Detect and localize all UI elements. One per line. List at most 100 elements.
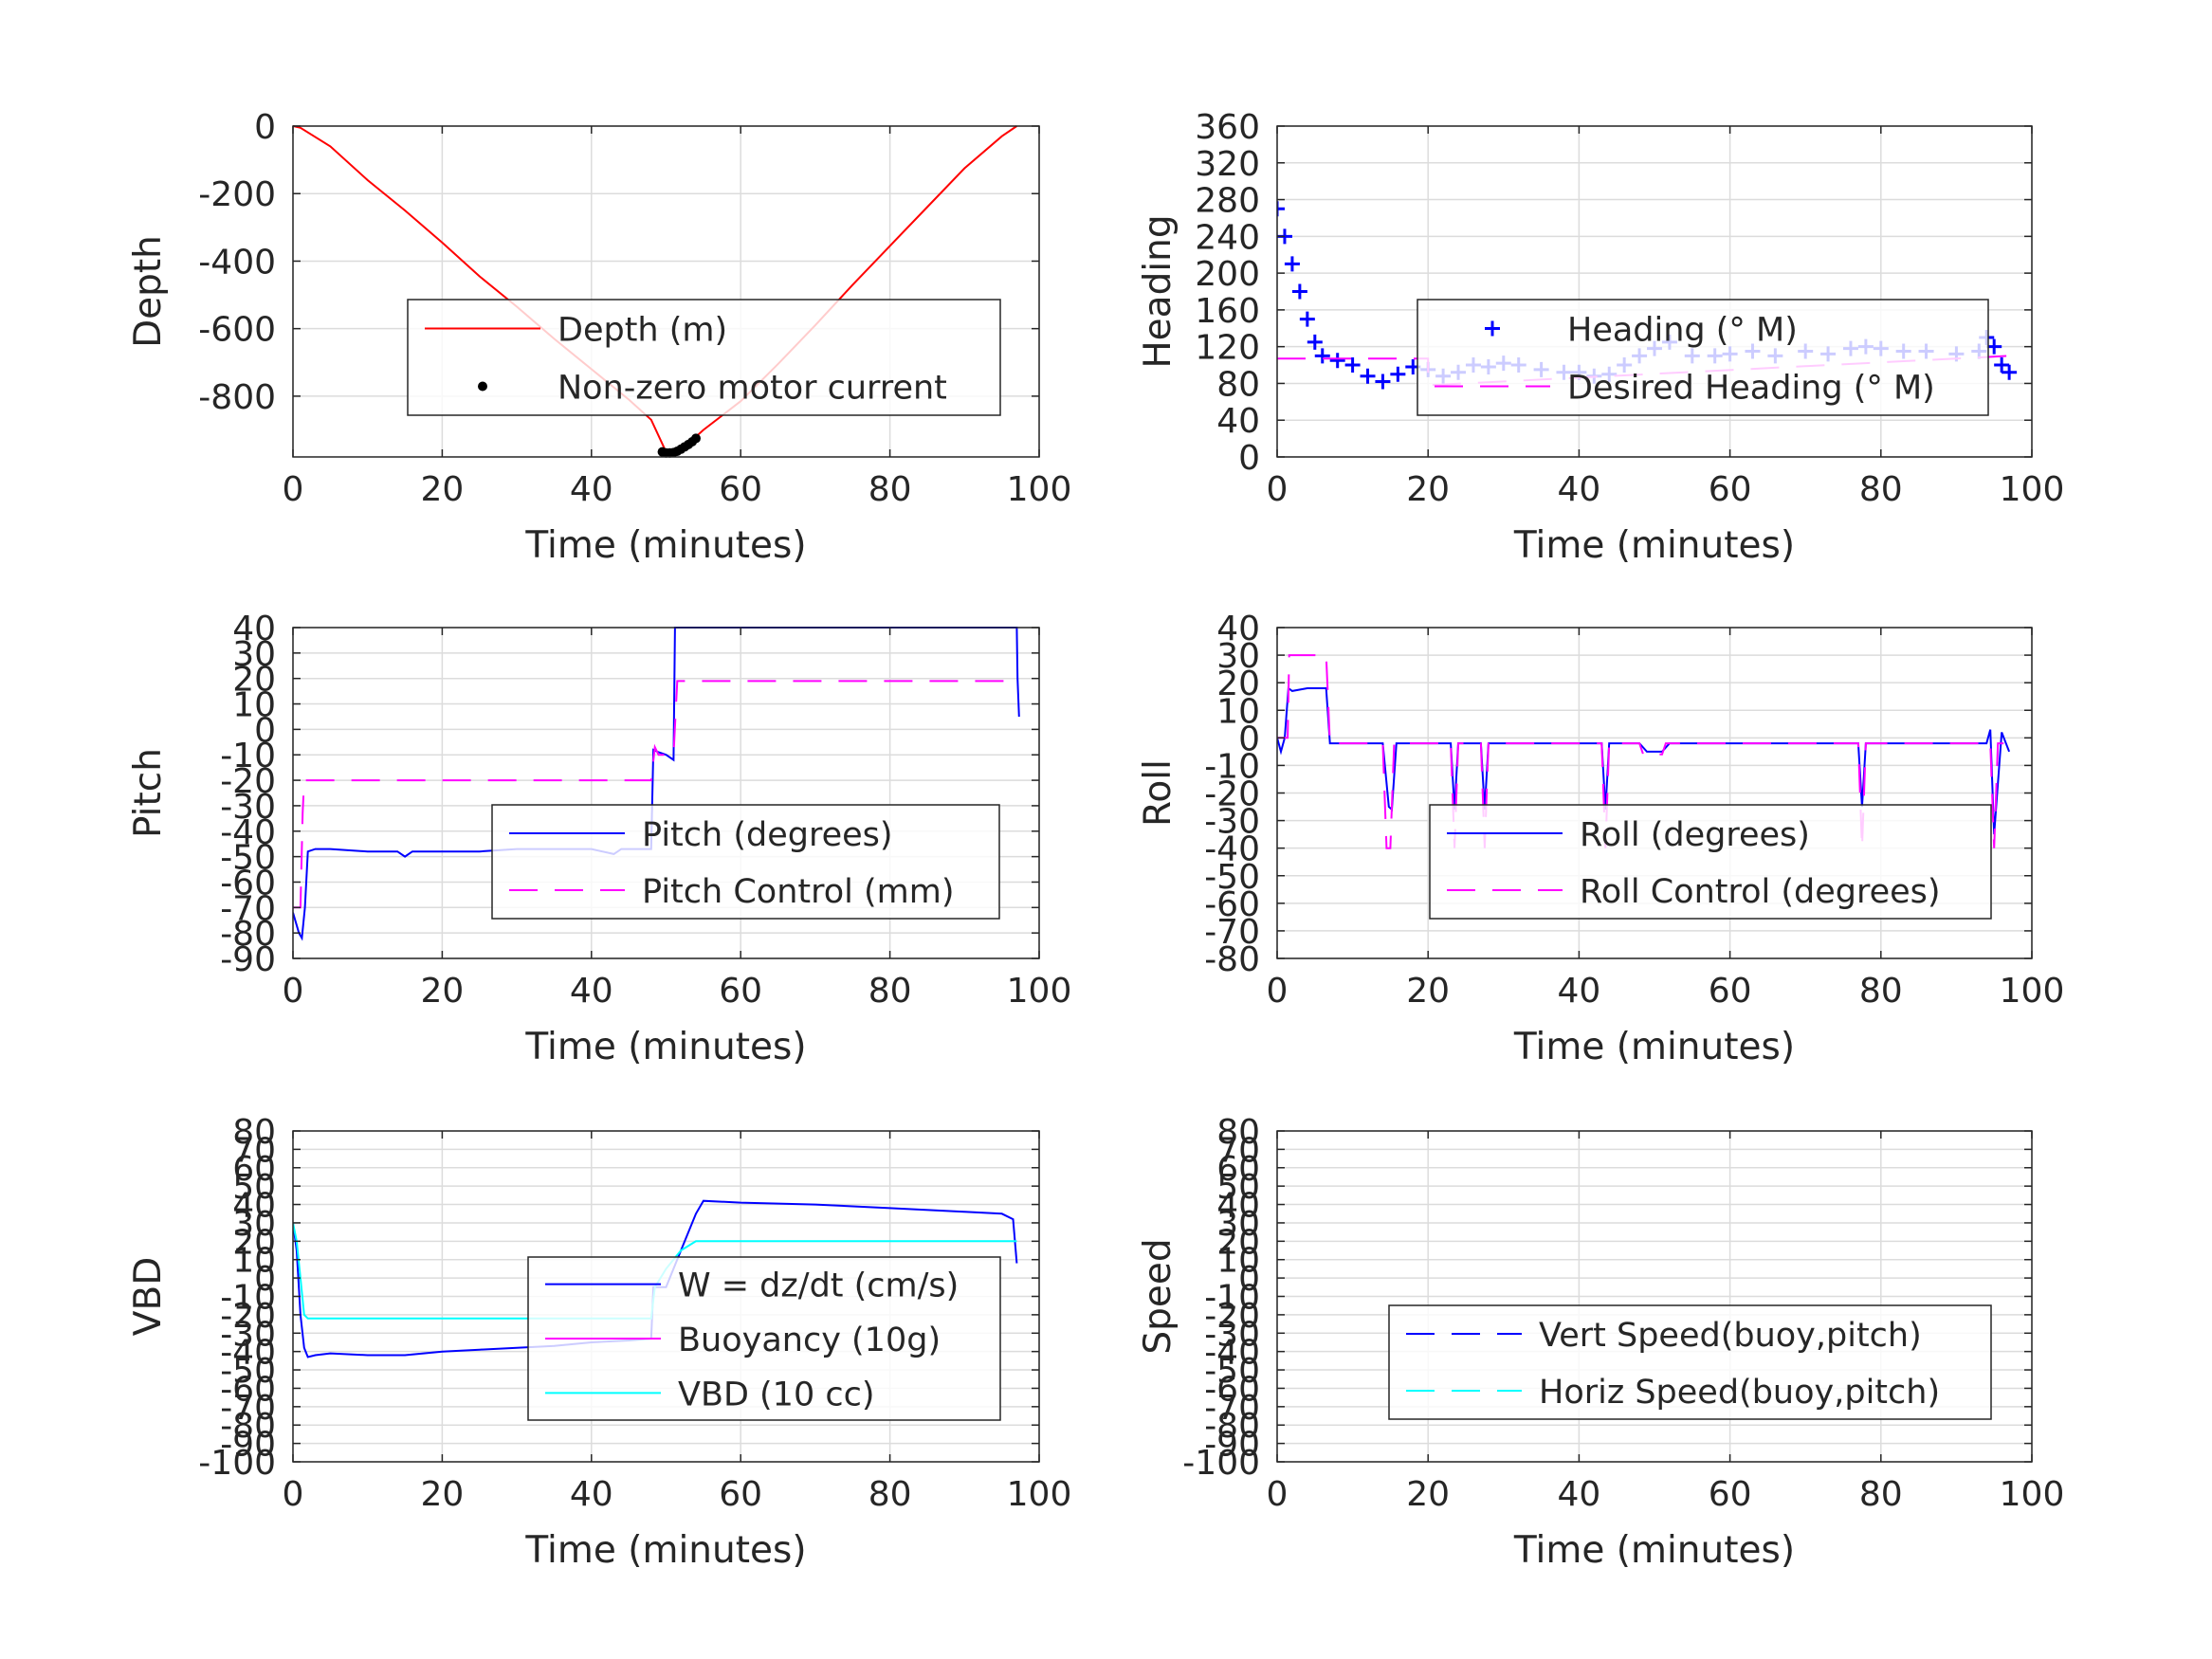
x-tick-label: 0 [283,1475,304,1514]
y-tick-label: 60 [1216,1150,1260,1189]
legend-label: Desired Heading (° M) [1567,370,1935,408]
y-tick-label: -20 [220,762,276,801]
y-tick-label: -60 [220,864,276,902]
y-tick-label: -10 [220,1279,276,1318]
x-tick-label: 20 [1406,972,1450,1011]
y-tick-label: 20 [1216,1223,1260,1262]
y-tick-label: -50 [1204,1352,1260,1391]
y-tick-label: 0 [254,108,276,147]
data-point [1329,353,1345,369]
y-tick-label: 360 [1195,108,1260,147]
x-tick-label: 100 [2000,470,2065,509]
x-axis-label: Time (minutes) [524,1026,806,1068]
data-point [2002,364,2018,380]
y-tick-label: 30 [1216,1205,1260,1244]
y-tick-label: 40 [232,1187,276,1226]
legend-label: Pitch Control (mm) [642,873,954,911]
legend-label: Depth (m) [558,312,727,350]
y-tick-label: 20 [1216,665,1260,703]
y-tick-label: 40 [1216,402,1260,441]
x-tick-label: 100 [1007,470,1072,509]
y-tick-label: -70 [220,1389,276,1428]
x-tick-label: 60 [719,1475,762,1514]
y-axis-label: Roll [1137,759,1179,827]
y-tick-label: -70 [1204,1389,1260,1428]
x-axis-label: Time (minutes) [524,1529,806,1572]
y-tick-label: 20 [232,1223,276,1262]
x-tick-label: 60 [719,470,762,509]
legend: Roll (degrees) Roll Control (degrees) [1429,804,1992,920]
subplot-1: 0 20 40 60 80 100 0 -200 -400 -600 -800 Time (minut… [127,108,1071,567]
x-tick-label: 20 [1406,470,1450,509]
y-tick-label: -90 [1204,1426,1260,1465]
y-tick-label: -20 [1204,1297,1260,1336]
legend: Vert Speed(buoy,pitch) Horiz Speed(buoy,p… [1388,1304,1992,1420]
y-tick-label: -50 [1204,858,1260,897]
x-axis-label: Time (minutes) [1513,524,1795,567]
x-tick-label: 80 [868,470,912,509]
y-tick-label: -100 [1182,1444,1260,1483]
y-tick-label: 10 [1216,1242,1260,1281]
y-tick-label: -10 [1204,1279,1260,1318]
x-tick-label: 20 [420,1475,464,1514]
y-tick-label: 70 [1216,1131,1260,1170]
series-line-2 [293,680,1017,909]
legend-marker [1485,320,1500,337]
series-line-1 [293,125,1017,453]
data-point [1277,201,1285,217]
y-tick-label: -800 [198,378,276,417]
y-tick-label: -10 [220,737,276,775]
legend-box [491,804,1000,920]
y-tick-label: -40 [220,813,276,852]
y-tick-label: -60 [1204,885,1260,924]
y-tick-label: 40 [1216,610,1260,648]
subplot-4: 0 20 40 60 80 100-80-70-60-50-40-30-20-100102… [1137,610,2064,1068]
y-tick-label: -200 [198,175,276,214]
y-tick-label: -70 [220,889,276,928]
x-tick-label: 0 [1267,972,1289,1011]
y-tick-label: 280 [1195,182,1260,221]
legend-box [1388,1304,1992,1420]
y-tick-label: -400 [198,243,276,282]
y-tick-label: -30 [220,1315,276,1354]
x-tick-label: 100 [2000,1475,2065,1514]
y-tick-label: 50 [232,1168,276,1207]
data-point [1299,311,1315,327]
y-tick-label: 0 [254,711,276,750]
legend-label: Pitch (degrees) [642,816,893,854]
x-tick-label: 80 [1859,1475,1903,1514]
y-axis-label: VBD [127,1257,170,1336]
y-tick-label: 70 [232,1131,276,1170]
legend-label: W = dz/dt (cm/s) [678,1267,959,1305]
subplot-6: 0 20 40 60 80 100-100-90-80-70-60-50-40-30-20… [1137,1113,2064,1572]
x-axis-label: Time (minutes) [1513,1026,1795,1068]
y-tick-label: -600 [198,311,276,350]
y-tick-label: 160 [1195,292,1260,331]
x-tick-label: 40 [570,470,613,509]
subplot-3: 0 20 40 60 80 100-90-80-70-60-50-40-30-20-100… [127,610,1071,1068]
y-tick-label: -60 [220,1370,276,1409]
x-tick-label: 0 [283,972,304,1011]
y-tick-label: 10 [232,1242,276,1281]
y-tick-label: -40 [1204,1334,1260,1373]
legend-label: Heading (° M) [1567,312,1798,350]
y-axis-label: Pitch [127,748,170,838]
y-tick-label: -30 [220,788,276,827]
y-tick-label: 320 [1195,145,1260,184]
legend-label: Buoyancy (10g) [678,1322,941,1359]
legend: Heading (° M) Desired Heading (° M) [1417,299,1989,416]
data-point [1375,374,1391,390]
subplot-5: 0 20 40 60 80 100-100-90-80-70-60-50-40-30-20… [127,1113,1071,1572]
legend: Pitch (degrees) Pitch Control (mm) [491,804,1000,920]
legend-label: Horiz Speed(buoy,pitch) [1539,1374,1940,1412]
data-layer [293,125,1017,458]
y-tick-label: -50 [220,1352,276,1391]
y-tick-label: 60 [232,1150,276,1189]
y-tick-label: 30 [232,635,276,674]
y-tick-label: -10 [1204,747,1260,786]
y-tick-label: -100 [198,1444,276,1483]
y-tick-label: -80 [1204,1407,1260,1446]
x-tick-label: 60 [1709,1475,1752,1514]
y-axis-label: Speed [1137,1238,1179,1354]
data-point [1360,368,1376,384]
